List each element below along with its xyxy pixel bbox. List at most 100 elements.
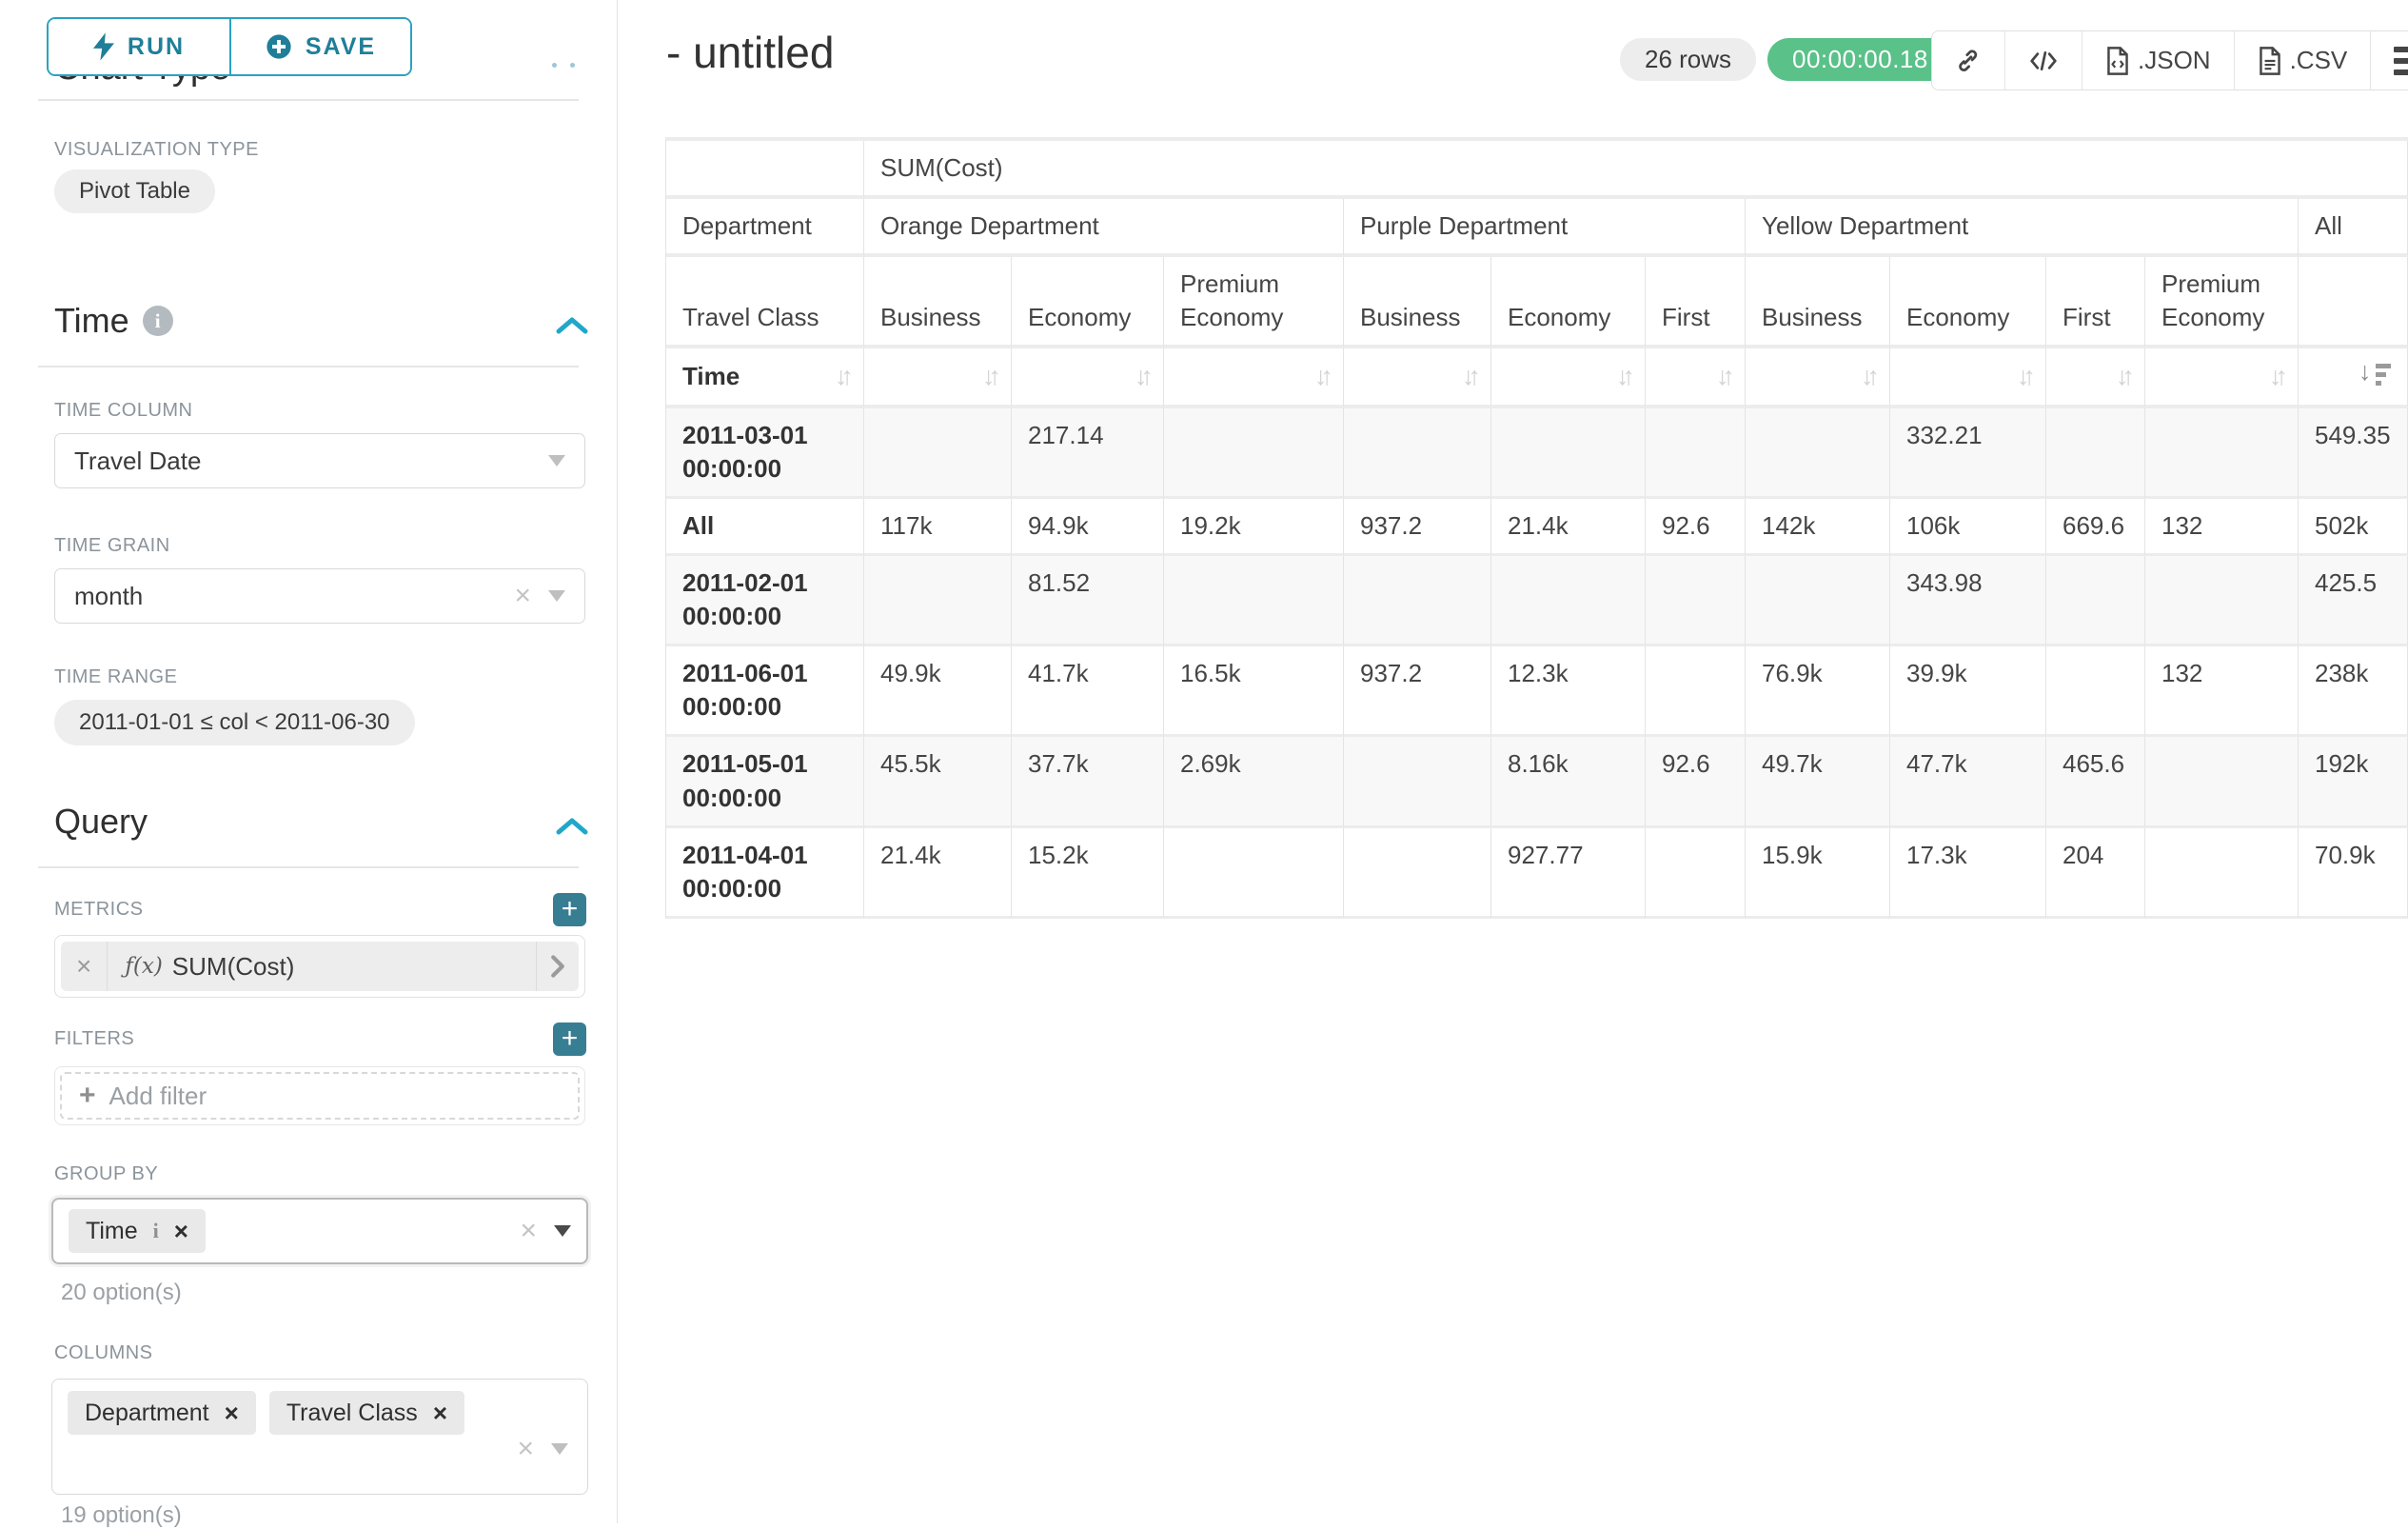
- save-button-label: SAVE: [305, 32, 377, 60]
- pivot-department-group-header: Purple Department: [1344, 199, 1746, 258]
- group-by-label: GROUP BY: [54, 1163, 159, 1184]
- chart-title[interactable]: - untitled: [666, 28, 835, 77]
- pivot-value-cell: [2046, 556, 2145, 647]
- pivot-sort-cell: ↓↑: [1890, 348, 2046, 408]
- time-grain-select[interactable]: month ×: [54, 568, 585, 624]
- visualization-type-label: VISUALIZATION TYPE: [54, 139, 259, 160]
- clear-icon[interactable]: ×: [517, 1433, 534, 1464]
- selected-chip[interactable]: Time i ×: [69, 1209, 206, 1253]
- expand-metric-icon[interactable]: [536, 942, 579, 991]
- pivot-travel-class-header: Economy: [1890, 257, 2046, 349]
- time-section-header: Time i: [54, 301, 173, 341]
- pivot-value-cell: 192k: [2299, 737, 2408, 828]
- menu-button[interactable]: [2370, 31, 2408, 89]
- pivot-department-group-header: Orange Department: [864, 199, 1344, 258]
- plus-icon: +: [79, 1080, 96, 1111]
- pivot-value-cell: 94.9k: [1012, 499, 1164, 557]
- pivot-department-group-header: Yellow Department: [1746, 199, 2299, 258]
- pivot-value-cell: [1646, 407, 1746, 499]
- pivot-travel-class-header: Premium Economy: [2145, 257, 2299, 349]
- export-csv-button[interactable]: .CSV: [2233, 31, 2371, 89]
- remove-chip-icon[interactable]: ×: [173, 1217, 188, 1245]
- sort-icon[interactable]: ↓↑: [1616, 362, 1635, 391]
- add-filter-dropzone[interactable]: + Add filter: [60, 1072, 580, 1120]
- sort-icon[interactable]: ↓↑: [1861, 362, 1880, 391]
- pivot-value-cell: [2046, 646, 2145, 738]
- pivot-sort-cell: ↓: [2299, 348, 2408, 408]
- chevron-up-icon[interactable]: [555, 314, 589, 337]
- pivot-travel-class-header: [2299, 257, 2408, 349]
- run-button[interactable]: RUN: [49, 19, 229, 74]
- pivot-value-cell: 15.2k: [1012, 827, 1164, 919]
- pivot-sort-cell: ↓↑: [1646, 348, 1746, 408]
- selected-chip[interactable]: Department ×: [68, 1391, 256, 1435]
- sort-icon[interactable]: ↓↑: [1314, 362, 1333, 391]
- filters-label: FILTERS: [54, 1028, 135, 1049]
- chip-label: Time: [86, 1217, 138, 1244]
- pivot-travel-class-label: Travel Class: [666, 257, 864, 349]
- clear-icon[interactable]: ×: [520, 1215, 537, 1246]
- add-filter-plus-button[interactable]: +: [553, 1023, 586, 1056]
- remove-chip-icon[interactable]: ×: [224, 1399, 239, 1427]
- sort-icon[interactable]: ↓↑: [1716, 362, 1735, 391]
- caret-down-icon: [548, 455, 565, 467]
- sort-desc-active-icon[interactable]: ↓: [2359, 359, 2391, 387]
- pivot-travel-class-header: Business: [864, 257, 1012, 349]
- add-metric-button[interactable]: +: [553, 893, 586, 926]
- time-column-select[interactable]: Travel Date: [54, 433, 585, 488]
- caret-down-icon: [548, 590, 565, 602]
- sort-icon[interactable]: ↓↑: [835, 362, 854, 391]
- pivot-travel-class-header: Business: [1344, 257, 1491, 349]
- chip-label: Department: [85, 1399, 209, 1426]
- pivot-value-cell: 117k: [864, 499, 1012, 557]
- embed-code-button[interactable]: [2004, 31, 2082, 89]
- hamburger-icon: [2394, 46, 2408, 75]
- columns-select[interactable]: Department × Travel Class × ×: [51, 1379, 588, 1495]
- group-by-select[interactable]: Time i × ×: [51, 1198, 588, 1264]
- pivot-table: SUM(Cost) Department Orange Department Purp…: [665, 137, 2408, 919]
- sort-icon[interactable]: ↓↑: [982, 362, 1001, 391]
- plus-circle-icon: [266, 34, 291, 59]
- clear-icon[interactable]: ×: [514, 580, 531, 611]
- control-panel-sidebar: Chart Type RUN SAVE VISUALIZATION TYPE P…: [0, 0, 618, 1528]
- visualization-type-pill[interactable]: Pivot Table: [54, 169, 215, 213]
- pivot-value-cell: 49.7k: [1746, 737, 1890, 828]
- export-toolbar: .JSON .CSV: [1931, 30, 2408, 90]
- pivot-travel-class-header: Economy: [1012, 257, 1164, 349]
- pivot-metric-header: SUM(Cost): [864, 141, 2408, 200]
- query-section-title: Query: [54, 802, 148, 841]
- caret-down-icon[interactable]: [551, 1443, 568, 1455]
- pivot-value-cell: 45.5k: [864, 737, 1012, 828]
- group-by-option-count: 20 option(s): [61, 1280, 182, 1305]
- remove-chip-icon[interactable]: ×: [432, 1399, 447, 1427]
- pivot-value-cell: [1344, 556, 1491, 647]
- sort-icon[interactable]: ↓↑: [1462, 362, 1481, 391]
- sort-icon[interactable]: ↓↑: [2017, 362, 2036, 391]
- selected-chip[interactable]: Travel Class ×: [268, 1391, 464, 1435]
- pivot-value-cell: 238k: [2299, 646, 2408, 738]
- run-save-button-group: RUN SAVE: [47, 17, 412, 76]
- save-button[interactable]: SAVE: [229, 19, 410, 74]
- time-range-pill[interactable]: 2011-01-01 ≤ col < 2011-06-30: [54, 700, 415, 745]
- pivot-value-cell: 92.6: [1646, 737, 1746, 828]
- pivot-travel-class-header: First: [2046, 257, 2145, 349]
- sort-icon[interactable]: ↓↑: [1135, 362, 1154, 391]
- chevron-up-icon[interactable]: [555, 815, 589, 838]
- pivot-time-label: Time ↓↑: [666, 348, 864, 408]
- code-icon: [2030, 50, 2057, 70]
- file-text-icon: [2259, 46, 2280, 75]
- pivot-value-cell: 81.52: [1012, 556, 1164, 647]
- remove-metric-icon[interactable]: ×: [61, 942, 109, 991]
- pivot-value-cell: 142k: [1746, 499, 1890, 557]
- columns-option-count: 19 option(s): [61, 1502, 182, 1528]
- row-count-badge: 26 rows: [1620, 38, 1757, 81]
- sort-icon[interactable]: ↓↑: [2116, 362, 2135, 391]
- copy-link-button[interactable]: [1932, 31, 2004, 89]
- export-json-button[interactable]: .JSON: [2082, 31, 2234, 89]
- pivot-value-cell: 106k: [1890, 499, 2046, 557]
- sort-icon[interactable]: ↓↑: [2269, 362, 2288, 391]
- caret-down-icon[interactable]: [554, 1225, 571, 1237]
- metric-pill[interactable]: × ƒ(x) SUM(Cost): [61, 942, 579, 991]
- pivot-department-group-header: All: [2299, 199, 2408, 258]
- pivot-value-cell: 204: [2046, 827, 2145, 919]
